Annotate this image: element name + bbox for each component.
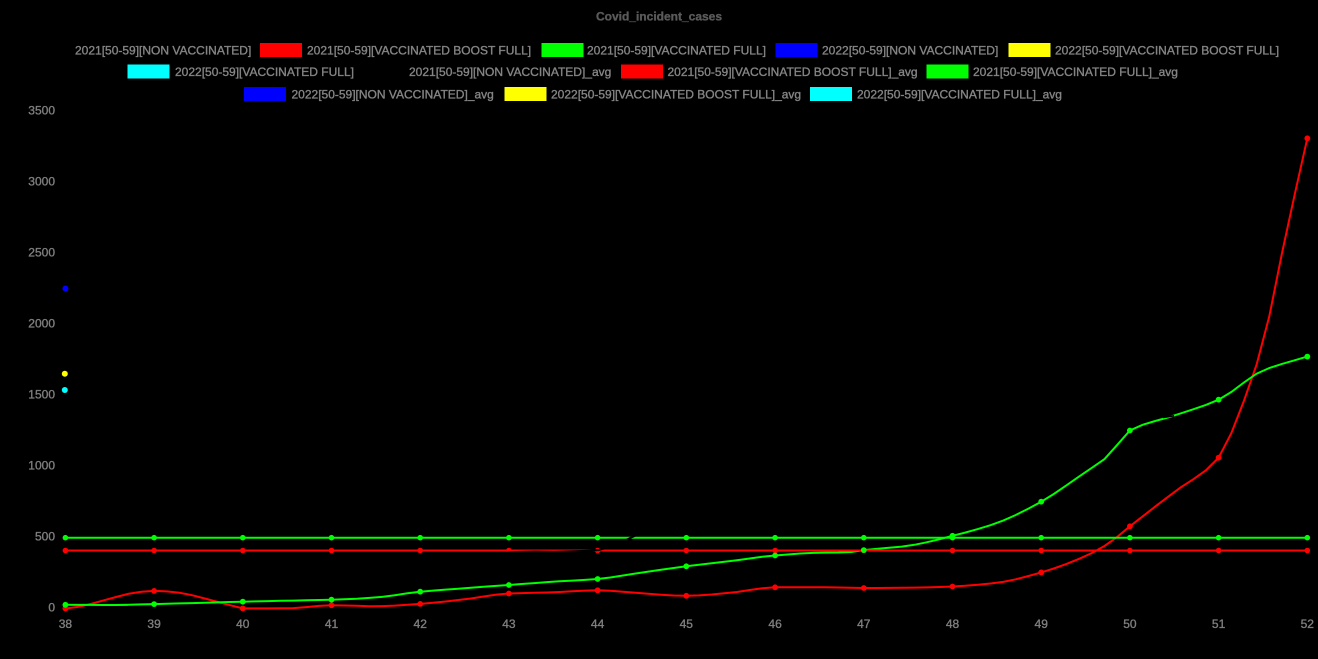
svg-text:43: 43 [502, 617, 516, 631]
svg-text:3500: 3500 [28, 103, 55, 117]
svg-text:2022[50-59][VACCINATED BOOST F: 2022[50-59][VACCINATED BOOST FULL] [1055, 43, 1279, 57]
svg-text:500: 500 [35, 529, 55, 543]
svg-text:51: 51 [1212, 617, 1226, 631]
svg-text:2022[50-59][VACCINATED BOOST F: 2022[50-59][VACCINATED BOOST FULL]_avg [551, 87, 801, 101]
svg-text:42: 42 [414, 617, 428, 631]
svg-text:2500: 2500 [28, 245, 55, 259]
svg-text:1500: 1500 [28, 387, 55, 401]
svg-text:3000: 3000 [28, 174, 55, 188]
svg-text:50: 50 [1123, 617, 1137, 631]
svg-text:49: 49 [1035, 617, 1049, 631]
svg-text:2022[50-59][NON VACCINATED]: 2022[50-59][NON VACCINATED] [822, 43, 998, 57]
svg-text:0: 0 [48, 600, 55, 614]
svg-text:45: 45 [680, 617, 694, 631]
svg-text:40: 40 [236, 617, 250, 631]
svg-text:Covid_incident_cases: Covid_incident_cases [596, 10, 722, 24]
svg-text:38: 38 [59, 617, 73, 631]
svg-text:39: 39 [147, 617, 161, 631]
svg-text:48: 48 [946, 617, 960, 631]
svg-text:2000: 2000 [28, 316, 55, 330]
svg-text:52: 52 [1301, 617, 1315, 631]
svg-text:46: 46 [768, 617, 782, 631]
svg-text:1000: 1000 [28, 458, 55, 472]
svg-text:2022[50-59][VACCINATED FULL]_a: 2022[50-59][VACCINATED FULL]_avg [857, 87, 1062, 101]
svg-text:41: 41 [325, 617, 339, 631]
svg-text:2021[50-59][VACCINATED BOOST F: 2021[50-59][VACCINATED BOOST FULL] [307, 43, 531, 57]
svg-text:2021[50-59][VACCINATED BOOST F: 2021[50-59][VACCINATED BOOST FULL]_avg [668, 65, 918, 79]
svg-text:2021[50-59][VACCINATED FULL]_a: 2021[50-59][VACCINATED FULL]_avg [973, 65, 1178, 79]
svg-text:2021[50-59][NON VACCINATED]: 2021[50-59][NON VACCINATED] [75, 43, 251, 57]
svg-text:2021[50-59][VACCINATED FULL]: 2021[50-59][VACCINATED FULL] [587, 43, 766, 57]
svg-text:2022[50-59][NON VACCINATED]_av: 2022[50-59][NON VACCINATED]_avg [292, 87, 494, 101]
svg-text:44: 44 [591, 617, 605, 631]
svg-text:2022[50-59][VACCINATED FULL]: 2022[50-59][VACCINATED FULL] [175, 65, 354, 79]
svg-text:47: 47 [857, 617, 871, 631]
svg-text:2021[50-59][NON VACCINATED]_av: 2021[50-59][NON VACCINATED]_avg [409, 65, 611, 79]
